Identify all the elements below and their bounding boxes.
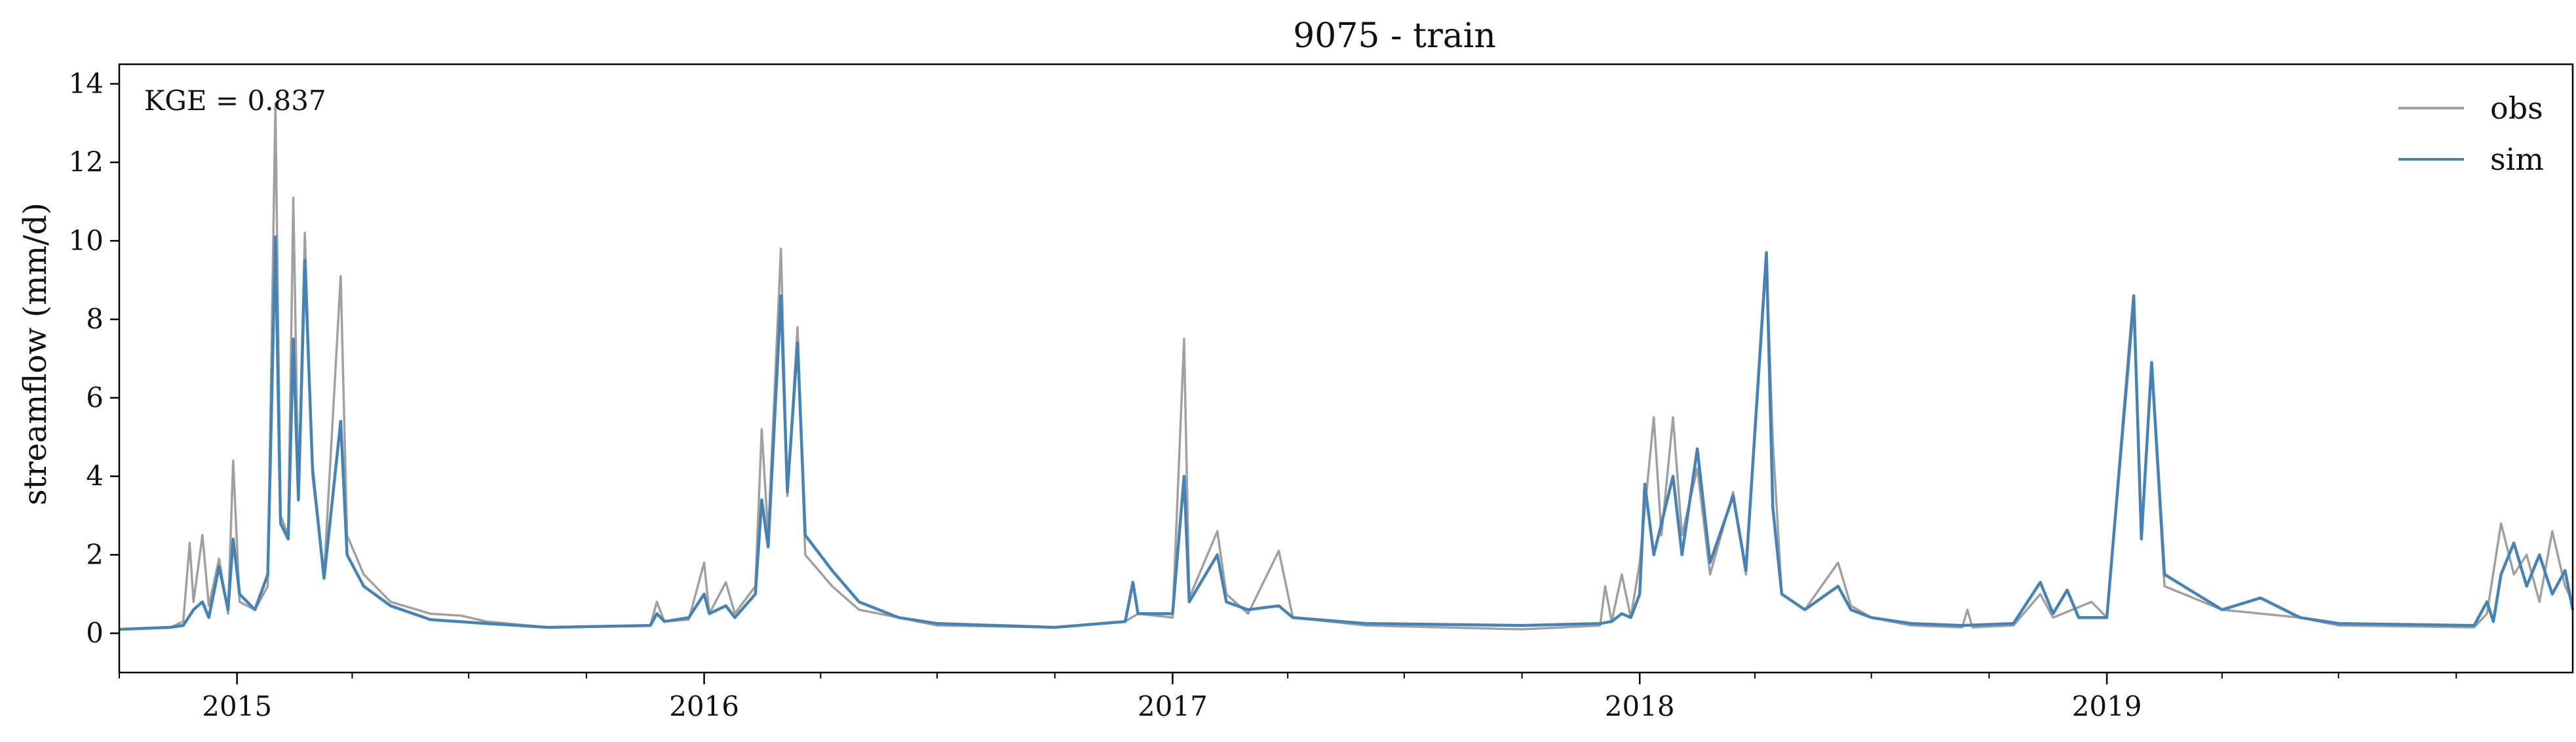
plot-area bbox=[118, 63, 2575, 674]
legend-sim-label: sim bbox=[2490, 142, 2544, 177]
series-line-sim bbox=[119, 235, 2575, 631]
y-tick-label: 10 bbox=[69, 224, 104, 256]
legend-obs-label: obs bbox=[2490, 90, 2543, 126]
y-tick-label: 8 bbox=[86, 303, 104, 335]
x-tick-label: 2015 bbox=[202, 690, 272, 722]
x-axis-ticks: 2015 2016 2017 2018 2019 bbox=[119, 673, 2457, 722]
y-tick-label: 12 bbox=[69, 146, 104, 178]
y-tick-label: 14 bbox=[69, 68, 104, 100]
axes-frame bbox=[118, 63, 2574, 674]
y-axis-ticks: 0 2 4 6 8 10 12 14 bbox=[69, 68, 119, 649]
y-tick-label: 2 bbox=[86, 538, 104, 570]
y-axis-label: streamflow (mm/d) bbox=[17, 203, 54, 505]
chart-title: 9075 - train bbox=[1293, 16, 1496, 56]
series-line-obs bbox=[119, 102, 2574, 631]
y-tick-label: 6 bbox=[86, 381, 104, 414]
x-tick-label: 2019 bbox=[2072, 690, 2142, 722]
x-tick-label: 2016 bbox=[669, 690, 739, 722]
y-tick-label: 0 bbox=[86, 617, 104, 649]
legend: obs sim bbox=[2398, 90, 2544, 177]
x-tick-label: 2018 bbox=[1605, 690, 1675, 722]
x-tick-label: 2017 bbox=[1138, 690, 1208, 722]
series-layer bbox=[119, 102, 2575, 631]
kge-annotation: KGE = 0.837 bbox=[144, 85, 326, 117]
y-tick-label: 4 bbox=[86, 460, 104, 492]
